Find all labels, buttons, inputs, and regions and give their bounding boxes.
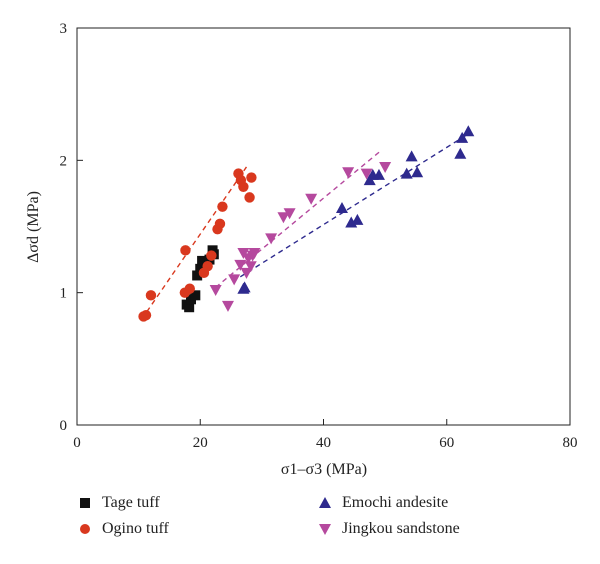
triangle-down-marker-icon bbox=[318, 522, 332, 536]
legend-label: Ogino tuff bbox=[102, 520, 169, 537]
data-point bbox=[228, 274, 241, 286]
scatter-chart: 0 20 40 60 80 0 1 2 3 σ1–σ3 (MPa) Δσd (MPa) bbox=[25, 21, 578, 478]
plot-frame bbox=[76, 27, 571, 426]
data-point bbox=[462, 125, 475, 137]
circle-marker-icon bbox=[78, 522, 92, 536]
plot-area bbox=[76, 27, 571, 426]
data-point bbox=[221, 300, 234, 312]
data-points bbox=[138, 125, 475, 322]
x-tick-label: 80 bbox=[563, 435, 578, 451]
y-tick-label: 0 bbox=[60, 418, 68, 434]
legend-item-emochi-andesite: Emochi andesite bbox=[318, 494, 448, 512]
data-point bbox=[244, 261, 257, 273]
data-point bbox=[180, 245, 191, 256]
data-point bbox=[206, 250, 217, 261]
data-point bbox=[405, 150, 418, 162]
data-point bbox=[283, 208, 296, 220]
data-point bbox=[195, 263, 206, 274]
data-point bbox=[192, 270, 203, 281]
triangle-up-marker-icon bbox=[318, 496, 332, 510]
data-point bbox=[190, 290, 201, 301]
x-tick-label: 60 bbox=[439, 435, 454, 451]
data-point bbox=[184, 283, 195, 294]
data-point bbox=[246, 172, 257, 183]
data-point bbox=[217, 201, 228, 212]
data-point bbox=[140, 309, 152, 321]
legend-item-jingkou-sandstone: Jingkou sandstone bbox=[318, 520, 460, 538]
x-axis-ticks: 0 20 40 60 80 bbox=[73, 419, 578, 451]
data-point bbox=[454, 147, 467, 159]
y-tick-label: 2 bbox=[60, 153, 68, 169]
data-point bbox=[184, 302, 195, 313]
x-tick-label: 20 bbox=[193, 435, 208, 451]
y-tick-label: 3 bbox=[60, 21, 68, 37]
data-point bbox=[456, 131, 469, 143]
data-point bbox=[335, 201, 348, 213]
data-point bbox=[277, 212, 290, 224]
fit-line bbox=[141, 166, 248, 320]
legend-label: Jingkou sandstone bbox=[342, 520, 460, 537]
data-point bbox=[351, 213, 364, 225]
data-point bbox=[209, 285, 222, 297]
y-axis-title: Δσd (MPa) bbox=[25, 191, 42, 263]
fit-lines bbox=[141, 133, 469, 320]
square-marker-icon bbox=[78, 496, 92, 510]
data-point bbox=[234, 259, 247, 271]
legend-item-ogino-tuff: Ogino tuff bbox=[78, 520, 169, 538]
data-point bbox=[411, 166, 424, 178]
data-point bbox=[360, 168, 373, 180]
x-tick-label: 40 bbox=[316, 435, 331, 451]
data-point bbox=[342, 167, 355, 179]
data-point bbox=[238, 181, 249, 192]
fit-line bbox=[239, 133, 469, 278]
legend-label: Tage tuff bbox=[102, 494, 160, 511]
data-point bbox=[240, 267, 253, 279]
legend-label: Emochi andesite bbox=[342, 494, 449, 511]
y-tick-label: 1 bbox=[60, 286, 68, 302]
data-point bbox=[372, 168, 385, 180]
data-point bbox=[248, 247, 261, 259]
legend: Tage tuff Ogino tuff Emochi andesite Jin… bbox=[0, 486, 600, 556]
y-axis-ticks: 0 1 2 3 bbox=[60, 21, 83, 434]
data-point bbox=[379, 161, 392, 173]
x-tick-label: 0 bbox=[73, 435, 81, 451]
legend-item-tage-tuff: Tage tuff bbox=[78, 494, 160, 512]
x-axis-title: σ1–σ3 (MPa) bbox=[281, 461, 367, 478]
data-point bbox=[305, 193, 318, 205]
data-point bbox=[265, 233, 278, 245]
data-point bbox=[400, 167, 413, 179]
data-point bbox=[202, 261, 213, 272]
data-point bbox=[238, 281, 251, 293]
data-point bbox=[244, 192, 255, 203]
data-point bbox=[145, 290, 157, 301]
data-point bbox=[214, 218, 226, 230]
